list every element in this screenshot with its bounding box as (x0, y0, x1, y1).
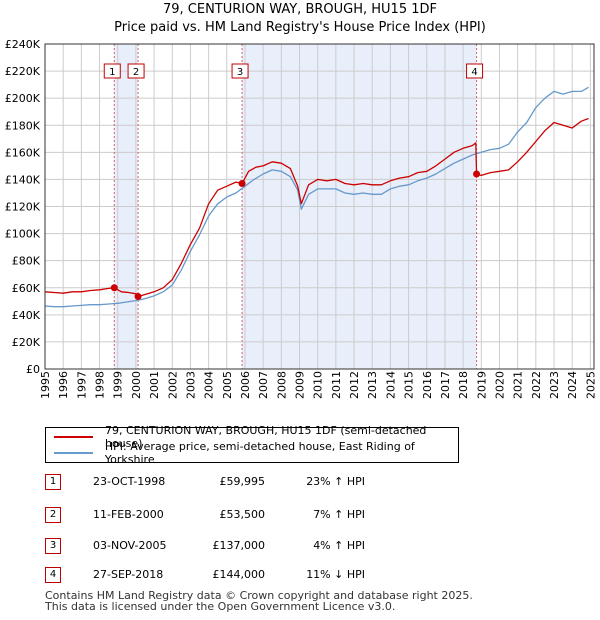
y-tick-label: £20K (12, 336, 41, 349)
x-tick-label: 2012 (348, 371, 361, 399)
sale-point-3 (238, 179, 246, 187)
sale-point-4 (473, 170, 481, 178)
x-tick-label: 2014 (384, 371, 397, 399)
plot-frame (44, 43, 595, 370)
x-tick-label: 2010 (312, 371, 325, 399)
sale-point-2 (134, 293, 142, 301)
y-tick-label: £0 (26, 363, 40, 376)
y-tick-label: £220K (5, 65, 41, 78)
x-tick-label: 2022 (530, 371, 543, 399)
chart-subtitle: Price paid vs. HM Land Registry's House … (114, 20, 486, 35)
table-row: 3 03-NOV-2005 £137,000 4% ↑ HPI (45, 538, 445, 558)
sale-price: £137,000 (212, 539, 266, 552)
sale-date: 03-NOV-2005 (93, 539, 167, 552)
y-tick-label: £180K (5, 119, 41, 132)
sale-date: 27-SEP-2018 (93, 568, 164, 581)
x-tick-label: 2024 (566, 371, 579, 399)
x-tick-label: 2001 (148, 371, 161, 399)
x-tick-label: 2008 (275, 371, 288, 399)
sale-label-box-3 (231, 63, 249, 79)
legend-item-property: 79, CENTURION WAY, BROUGH, HU15 1DF (sem… (54, 424, 458, 450)
x-tick-label: 2013 (366, 371, 379, 399)
x-tick-label: 2005 (221, 371, 234, 399)
sale-price: £53,500 (219, 508, 266, 521)
y-tick-label: £80K (12, 255, 41, 268)
sale-price: £144,000 (212, 568, 266, 581)
price-chart: 1 2 3 4 £0 £20K £40K £60K £80K £100K £120K £140K £16… (5, 38, 598, 399)
property-price-line (44, 117, 589, 298)
legend-label-hpi: HPI: Average price, semi-detached house,… (104, 440, 415, 466)
x-tick-label: 2021 (512, 371, 525, 399)
hpi-line (44, 86, 589, 308)
y-tick-label: £120K (5, 201, 41, 214)
x-tick-label: 2017 (439, 371, 452, 399)
x-tick-label: 1997 (75, 371, 88, 399)
footer-copyright: Contains HM Land Registry data © Crown c… (45, 589, 473, 602)
sale-number-badge: 3 (45, 538, 61, 554)
legend-swatch-hpi (54, 452, 93, 454)
x-tick-label: 1998 (94, 371, 107, 399)
sale-label-3: 3 (237, 67, 243, 78)
sale-hpi-change: 11% ↓ HPI (306, 568, 365, 581)
x-tick-label: 2007 (257, 371, 270, 399)
y-tick-label: £200K (5, 92, 41, 105)
x-tick-label: 2016 (421, 371, 434, 399)
sale-number-badge: 4 (45, 567, 61, 583)
x-tick-label: 2009 (294, 371, 307, 399)
x-tick-label: 2004 (203, 371, 216, 399)
sale-number-badge: 1 (45, 474, 61, 490)
x-tick-label: 2019 (475, 371, 488, 399)
x-tick-label: 2000 (130, 371, 143, 399)
x-tick-label: 2023 (548, 371, 561, 399)
sale-date: 23-OCT-1998 (93, 475, 166, 488)
legend-label-property: 79, CENTURION WAY, BROUGH, HU15 1DF (sem… (104, 424, 427, 450)
footer-licence: This data is licensed under the Open Gov… (45, 600, 396, 613)
x-tick-label: 2011 (330, 371, 343, 399)
x-tick-label: 2018 (457, 371, 470, 399)
footer: Contains HM Land Registry data © Crown c… (45, 590, 473, 612)
table-row: 2 11-FEB-2000 £53,500 7% ↑ HPI (45, 507, 445, 527)
x-tick-label: 2025 (584, 371, 597, 399)
x-tick-label: 2002 (166, 371, 179, 399)
x-tick-label: 1996 (57, 371, 70, 399)
table-row: 1 23-OCT-1998 £59,995 23% ↑ HPI (45, 474, 445, 494)
sale-number-badge: 2 (45, 507, 61, 523)
sale-date: 11-FEB-2000 (93, 508, 164, 521)
x-tick-label: 2003 (184, 371, 197, 399)
x-tick-label: 1995 (39, 371, 52, 399)
x-tick-label: 2015 (403, 371, 416, 399)
sale-hpi-change: 7% ↑ HPI (313, 508, 365, 521)
table-row: 4 27-SEP-2018 £144,000 11% ↓ HPI (45, 567, 445, 587)
y-tick-label: £160K (5, 146, 41, 159)
sale-price: £59,995 (219, 475, 266, 488)
y-tick-label: £100K (5, 228, 41, 241)
sale-hpi-change: 4% ↑ HPI (313, 539, 365, 552)
sale-label-1: 1 (109, 67, 115, 78)
sale-point-1 (110, 284, 118, 292)
x-tick-label: 2006 (239, 371, 252, 399)
sale-label-2: 2 (133, 67, 139, 78)
sale-label-box-2 (127, 63, 145, 79)
sale-label-box-1 (103, 63, 121, 79)
legend: 79, CENTURION WAY, BROUGH, HU15 1DF (sem… (45, 424, 459, 466)
y-tick-label: £240K (5, 38, 41, 51)
y-tick-label: £140K (5, 173, 41, 186)
chart-title: 79, CENTURION WAY, BROUGH, HU15 1DF (162, 2, 437, 17)
y-tick-label: £40K (12, 309, 41, 322)
x-tick-label: 2020 (493, 371, 506, 399)
x-tick-label: 1999 (112, 371, 125, 399)
sale-hpi-change: 23% ↑ HPI (306, 475, 365, 488)
y-tick-label: £60K (12, 282, 41, 295)
sale-label-box-4 (466, 63, 484, 79)
legend-item-hpi: HPI: Average price, semi-detached house,… (54, 440, 458, 466)
legend-swatch-property (54, 436, 93, 438)
sale-label-4: 4 (471, 67, 477, 78)
